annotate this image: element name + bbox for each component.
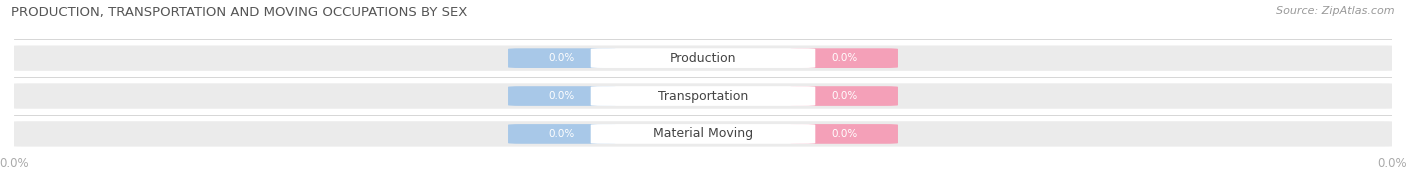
FancyBboxPatch shape xyxy=(7,45,1399,71)
FancyBboxPatch shape xyxy=(591,48,815,68)
Text: 0.0%: 0.0% xyxy=(548,91,575,101)
Text: 0.0%: 0.0% xyxy=(548,53,575,63)
Text: PRODUCTION, TRANSPORTATION AND MOVING OCCUPATIONS BY SEX: PRODUCTION, TRANSPORTATION AND MOVING OC… xyxy=(11,6,468,19)
FancyBboxPatch shape xyxy=(508,124,616,144)
Text: Production: Production xyxy=(669,52,737,65)
FancyBboxPatch shape xyxy=(790,124,898,144)
Text: 0.0%: 0.0% xyxy=(831,91,858,101)
FancyBboxPatch shape xyxy=(508,86,616,106)
FancyBboxPatch shape xyxy=(7,83,1399,109)
Text: Source: ZipAtlas.com: Source: ZipAtlas.com xyxy=(1277,6,1395,16)
FancyBboxPatch shape xyxy=(591,124,815,144)
Text: 0.0%: 0.0% xyxy=(548,129,575,139)
Text: 0.0%: 0.0% xyxy=(831,53,858,63)
FancyBboxPatch shape xyxy=(790,86,898,106)
FancyBboxPatch shape xyxy=(508,48,616,68)
Text: Material Moving: Material Moving xyxy=(652,127,754,140)
FancyBboxPatch shape xyxy=(591,86,815,106)
FancyBboxPatch shape xyxy=(790,48,898,68)
FancyBboxPatch shape xyxy=(7,121,1399,147)
Text: 0.0%: 0.0% xyxy=(831,129,858,139)
Text: Transportation: Transportation xyxy=(658,90,748,103)
